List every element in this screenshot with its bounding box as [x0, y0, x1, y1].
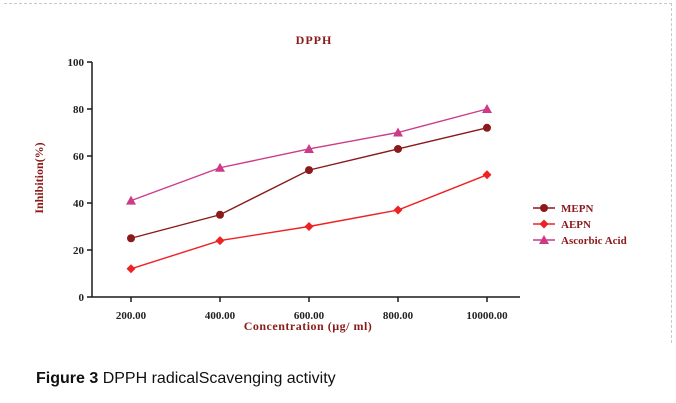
y-axis-label: Inhibition(%) [32, 142, 46, 213]
data-point [393, 127, 403, 137]
figure-caption-text: DPPH radicalScavenging activity [102, 370, 336, 387]
x-tick-label: 600.00 [294, 310, 325, 322]
data-point [393, 205, 403, 215]
legend-label: MEPN [561, 203, 593, 215]
series-aepn [126, 170, 492, 274]
legend-label: AEPN [561, 219, 591, 231]
x-axis-label: Concentration (µg/ ml) [244, 319, 373, 333]
x-tick-label: 800.00 [383, 310, 414, 322]
y-tick-label: 80 [73, 104, 85, 116]
y-tick-label: 60 [73, 151, 85, 163]
legend: MEPN AEPN Ascorbic Acid [533, 203, 627, 247]
series-mepn [127, 123, 491, 243]
data-point [216, 210, 224, 219]
data-point [394, 144, 402, 153]
legend-marker [539, 219, 549, 229]
y-axis: 0 20 40 60 80 100 [68, 57, 93, 304]
legend-label: Ascorbic Acid [561, 235, 627, 247]
data-point [305, 166, 313, 175]
data-point [483, 123, 491, 132]
data-point [482, 170, 492, 180]
y-tick-label: 40 [73, 198, 85, 210]
data-point [215, 162, 225, 172]
figure-caption-label: Figure 3 [36, 370, 99, 387]
x-tick-label: 400.00 [205, 310, 236, 322]
x-tick-label: 10000.00 [466, 310, 508, 322]
series-ascorbic-acid [126, 104, 492, 205]
data-point [127, 234, 135, 243]
y-tick-label: 100 [68, 57, 85, 69]
chart-title: DPPH [296, 33, 333, 47]
y-tick-label: 0 [79, 292, 85, 304]
data-point [126, 264, 136, 274]
series-line [130, 174, 488, 270]
data-point [482, 104, 492, 113]
y-tick-label: 20 [73, 245, 85, 257]
legend-marker [540, 204, 548, 212]
series-line [130, 108, 488, 202]
legend-marker [539, 235, 549, 244]
chart-panel-frame [4, 3, 672, 343]
x-axis: 200.00 400.00 600.00 800.00 10000.00 [92, 296, 520, 322]
figure-caption: Figure 3 DPPH radicalScavenging activity [36, 370, 336, 388]
data-point [126, 195, 136, 205]
chart: DPPH 0 20 40 60 80 100 200.00 400.00 600.00 800.… [32, 33, 627, 333]
data-point [215, 236, 225, 246]
data-point [304, 222, 314, 231]
data-point [304, 143, 314, 153]
series-group [126, 104, 492, 274]
x-tick-label: 200.00 [116, 310, 147, 322]
